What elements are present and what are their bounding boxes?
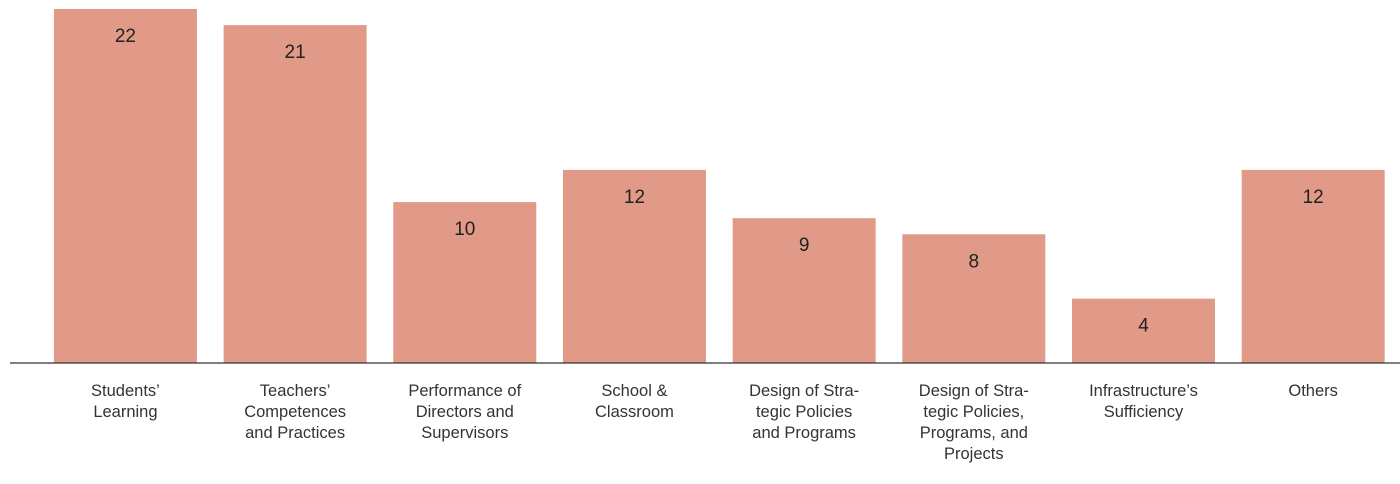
x-tick-label: Design of Stra- tegic Policies and Progr… — [749, 382, 860, 442]
value-label: 12 — [1303, 187, 1324, 208]
bar — [902, 234, 1046, 363]
x-tick-label: School & Classroom — [595, 382, 674, 421]
bar — [393, 202, 537, 363]
bar — [732, 218, 876, 363]
bar — [53, 9, 197, 363]
value-label: 22 — [115, 26, 136, 47]
bar — [562, 169, 706, 363]
value-label: 10 — [454, 219, 475, 240]
x-tick-label: Teachers’ Competences and Practices — [244, 382, 347, 442]
x-tick-label: Design of Stra- tegic Policies, Programs… — [918, 382, 1029, 463]
bar — [1071, 298, 1215, 363]
value-label: 9 — [799, 235, 810, 256]
value-label: 4 — [1138, 316, 1149, 337]
value-label: 12 — [624, 187, 645, 208]
bar — [1241, 169, 1385, 363]
value-label: 21 — [285, 42, 306, 63]
x-tick-label: Performance of Directors and Supervisors — [408, 382, 522, 442]
x-tick-label: Infrastructure’s Sufficiency — [1089, 382, 1198, 421]
x-tick-label: Students’ Learning — [91, 382, 160, 421]
value-label: 8 — [969, 251, 980, 272]
bar — [223, 25, 367, 363]
x-tick-label: Others — [1288, 382, 1338, 400]
